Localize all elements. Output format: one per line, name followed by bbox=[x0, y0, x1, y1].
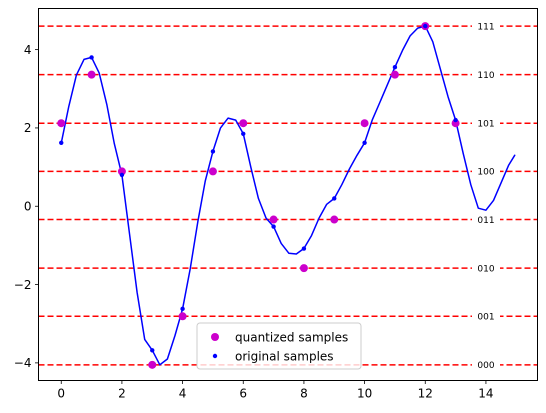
level-code-label: 101 bbox=[477, 119, 494, 129]
quantized-sample-point bbox=[87, 70, 96, 79]
original-sample-point bbox=[392, 65, 398, 70]
legend-label-original: original samples bbox=[235, 350, 334, 364]
original-sample-point bbox=[150, 348, 155, 353]
y-tick-label: 0 bbox=[24, 200, 32, 214]
original-sample-point bbox=[210, 149, 216, 154]
level-code-label: 100 bbox=[477, 168, 494, 178]
level-code-label: 110 bbox=[477, 71, 494, 81]
x-tick-label: 8 bbox=[300, 387, 308, 401]
quantized-sample-point bbox=[269, 215, 278, 224]
quantized-sample-point bbox=[239, 119, 248, 128]
x-tick-label: 10 bbox=[357, 387, 372, 401]
x-tick-label: 14 bbox=[478, 387, 493, 401]
level-label-background bbox=[472, 165, 500, 178]
level-label-background bbox=[472, 117, 500, 130]
x-tick-label: 6 bbox=[239, 387, 247, 401]
original-sample-point bbox=[119, 172, 125, 178]
legend-box bbox=[196, 322, 362, 370]
original-sample-point bbox=[271, 224, 276, 229]
level-label-background bbox=[472, 68, 500, 81]
level-code-label: 001 bbox=[477, 312, 494, 322]
legend-marker-original bbox=[212, 353, 218, 359]
original-sample-point bbox=[301, 246, 307, 251]
quantized-sample-point bbox=[330, 215, 339, 224]
level-label-background bbox=[472, 358, 500, 371]
quantized-sample-point bbox=[178, 312, 187, 321]
y-tick-label: −2 bbox=[14, 278, 32, 292]
quantized-sample-point bbox=[57, 119, 66, 128]
plot-area: 000 001 010 011 100 101 110 111 bbox=[38, 20, 538, 371]
level-code-label: 111 bbox=[477, 22, 494, 32]
x-tick-label: 12 bbox=[418, 387, 433, 401]
level-code-label: 000 bbox=[477, 361, 494, 371]
legend-marker-quantized bbox=[211, 333, 219, 341]
level-code-label: 010 bbox=[477, 264, 494, 274]
signal-curve bbox=[60, 25, 516, 366]
axis-ticks: 0 2 4 6 8 10 12 14 −4 −2 0 2 4 bbox=[14, 43, 494, 401]
original-sample-point bbox=[332, 196, 337, 201]
x-tick-label: 2 bbox=[118, 387, 126, 401]
quantized-sample-point bbox=[208, 167, 217, 176]
x-tick-label: 4 bbox=[179, 387, 187, 401]
y-tick-label: −4 bbox=[14, 356, 32, 370]
quantized-sample-point bbox=[148, 360, 157, 369]
level-label-background bbox=[472, 262, 500, 275]
quantized-sample-point bbox=[451, 119, 460, 128]
original-sample-point bbox=[241, 131, 246, 137]
level-label-background bbox=[472, 310, 500, 323]
x-tick-label: 0 bbox=[57, 387, 65, 401]
y-tick-label: 4 bbox=[24, 43, 32, 57]
quantized-sample-point bbox=[117, 167, 126, 176]
original-sample-point bbox=[453, 117, 458, 123]
legend-label-quantized: quantized samples bbox=[235, 331, 348, 345]
legend: quantized samples original samples bbox=[196, 322, 362, 370]
original-sample-point bbox=[362, 140, 367, 146]
quantized-sample-point bbox=[390, 70, 399, 79]
original-sample-point bbox=[59, 140, 64, 146]
quantized-sample-point bbox=[360, 119, 369, 128]
original-sample-point bbox=[423, 23, 428, 29]
level-label-background bbox=[472, 20, 500, 33]
level-label-background bbox=[472, 213, 500, 226]
axes-frame bbox=[38, 8, 538, 381]
level-code-label: 011 bbox=[477, 216, 494, 226]
y-tick-label: 2 bbox=[24, 121, 32, 135]
original-sample-point bbox=[89, 55, 94, 60]
quantized-sample-point bbox=[299, 264, 308, 273]
original-sample-point bbox=[180, 306, 185, 312]
